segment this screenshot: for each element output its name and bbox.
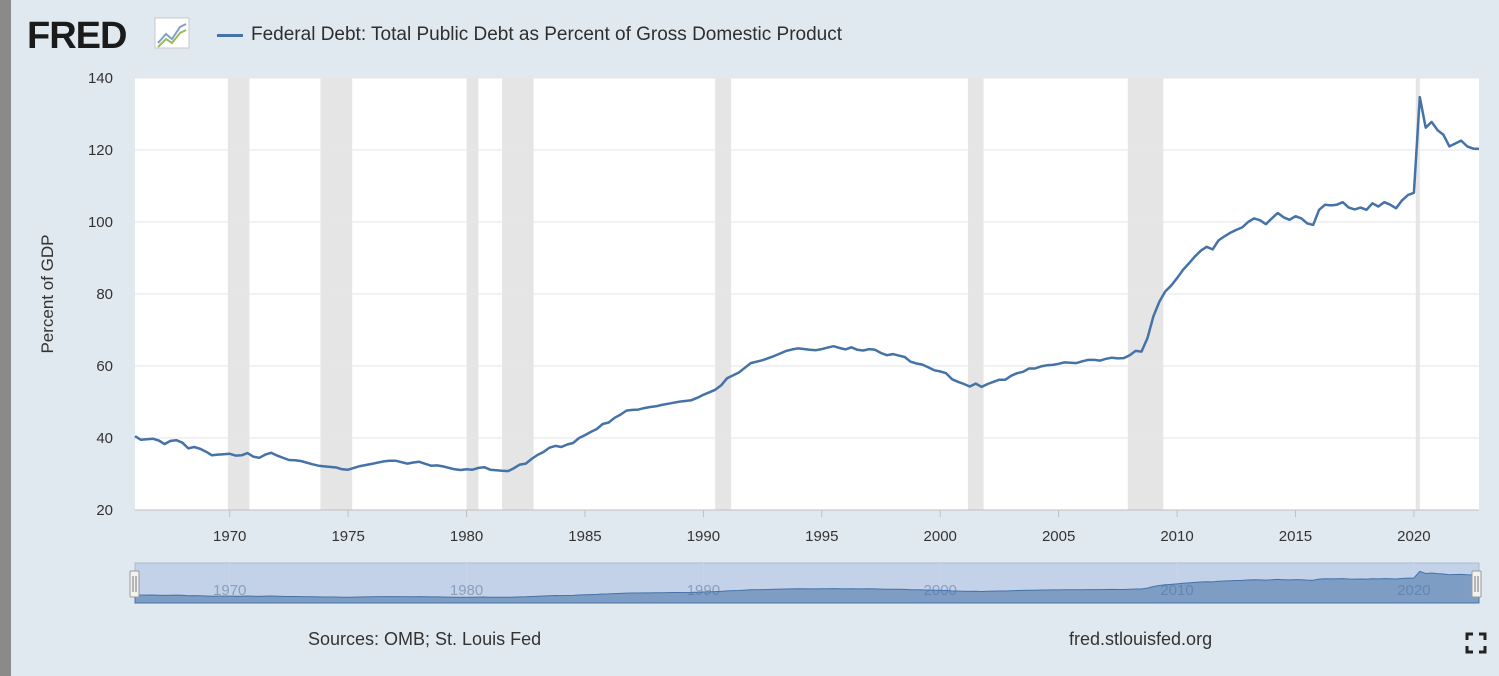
x-tick-label: 1990 bbox=[687, 528, 720, 545]
fred-logo-text: FRED bbox=[27, 15, 126, 54]
x-tick-label: 2000 bbox=[924, 528, 957, 545]
x-tick-label: 2015 bbox=[1279, 528, 1312, 545]
chart-container: 20 40 60 80 100 120 140 1970 1975 1980 1985 1990 19… bbox=[11, 0, 1499, 676]
navigator-tick-label: 1970 bbox=[213, 582, 246, 599]
y-tick-label: 20 bbox=[96, 502, 113, 519]
y-tick-label: 100 bbox=[88, 214, 113, 231]
x-tick-label: 2005 bbox=[1042, 528, 1075, 545]
series-layer bbox=[134, 95, 1480, 473]
window-left-edge bbox=[0, 0, 11, 676]
navigator-handle-right[interactable] bbox=[1471, 570, 1482, 598]
legend-line-swatch bbox=[217, 33, 243, 37]
y-tick-label: 120 bbox=[88, 142, 113, 159]
x-tick-label: 2020 bbox=[1397, 528, 1430, 545]
navigator-area bbox=[134, 570, 1480, 604]
x-tick-label: 1980 bbox=[450, 528, 483, 545]
fullscreen-icon[interactable] bbox=[1465, 632, 1487, 654]
navigator-series bbox=[134, 570, 1480, 604]
legend-series-label: Federal Debt: Total Public Debt as Perce… bbox=[251, 24, 843, 45]
navigator-handle-left[interactable] bbox=[129, 570, 140, 598]
series-line bbox=[134, 95, 1480, 473]
footer-site-link[interactable]: fred.stlouisfed.org bbox=[1069, 629, 1213, 649]
grid-lines bbox=[135, 77, 1479, 439]
y-tick-label: 140 bbox=[88, 70, 113, 87]
x-tick-label: 1970 bbox=[213, 528, 246, 545]
y-tick-label: 40 bbox=[96, 430, 113, 447]
fred-chart-icon bbox=[154, 17, 190, 49]
y-tick-label: 60 bbox=[96, 358, 113, 375]
y-tick-label: 80 bbox=[96, 286, 113, 303]
x-tick-label: 1995 bbox=[805, 528, 838, 545]
x-axis: 1970 1975 1980 1985 1990 1995 2000 2005 2010 2015… bbox=[135, 509, 1479, 545]
x-tick-label: 2010 bbox=[1160, 528, 1193, 545]
fred-logo[interactable]: FRED bbox=[27, 14, 207, 54]
footer-sources: Sources: OMB; St. Louis Fed bbox=[308, 629, 542, 649]
x-tick-label: 1975 bbox=[331, 528, 364, 545]
y-axis: 20 40 60 80 100 120 140 bbox=[88, 70, 113, 519]
x-tick-label: 1985 bbox=[568, 528, 601, 545]
navigator-tick-label: 1980 bbox=[450, 582, 483, 599]
navigator[interactable]: 197019801990200020102020 bbox=[129, 562, 1482, 604]
y-axis-label: Percent of GDP bbox=[38, 234, 57, 353]
legend: Federal Debt: Total Public Debt as Perce… bbox=[217, 24, 842, 46]
